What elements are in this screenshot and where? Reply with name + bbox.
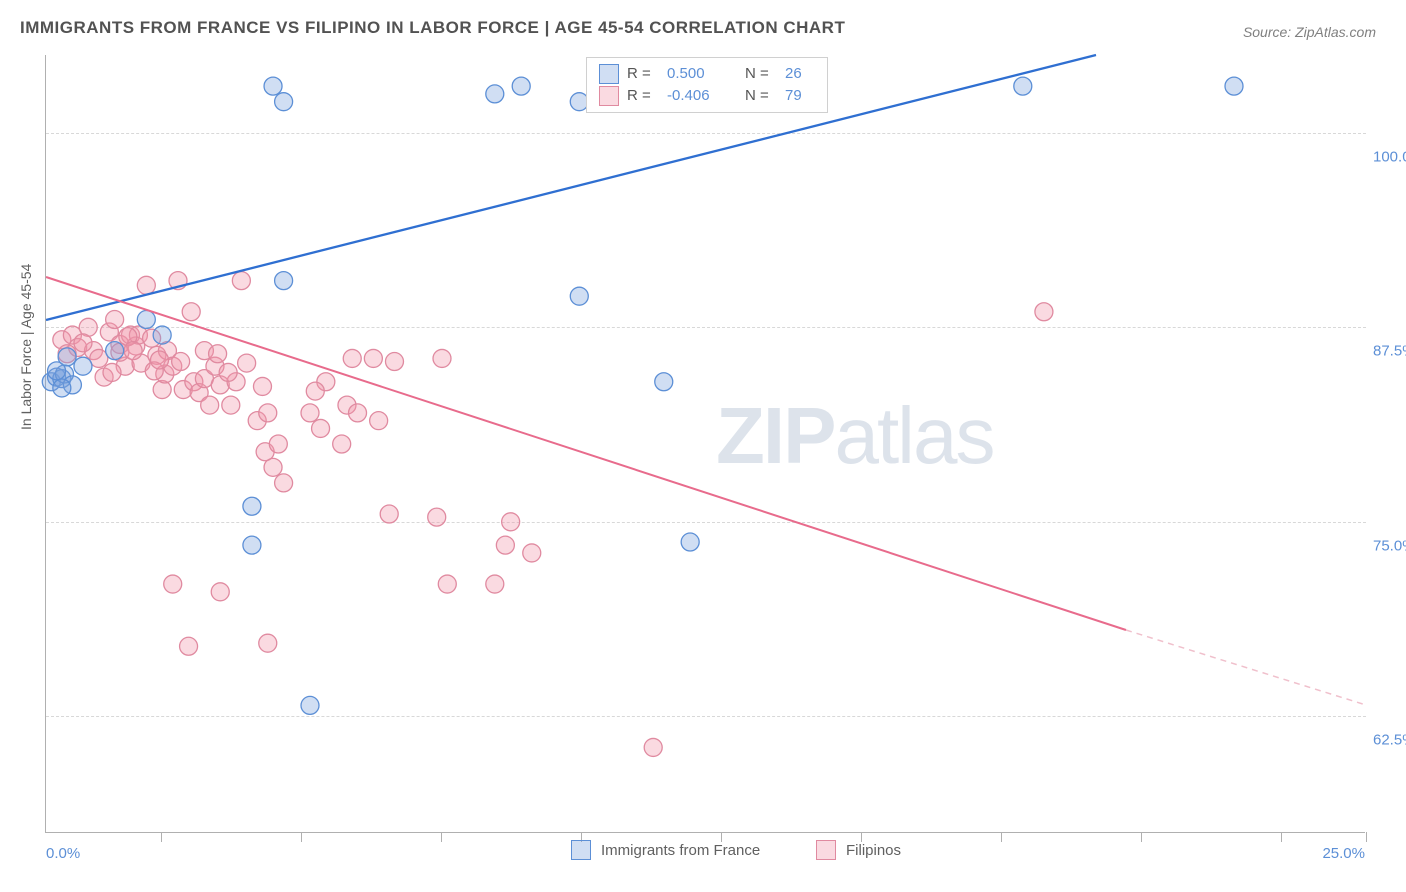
y-tick-label: 100.0% <box>1373 148 1406 165</box>
x-axis-max-label: 25.0% <box>1322 845 1365 862</box>
correlation-legend: R =0.500 N =26 R =-0.406 N =79 <box>586 57 828 113</box>
trend-line <box>1126 630 1366 705</box>
plot-area: 100.0%87.5%75.0%62.5% ZIPatlas R =0.500 … <box>45 55 1365 833</box>
swatch-icon <box>599 64 619 84</box>
y-axis-label: In Labor Force | Age 45-54 <box>18 264 34 430</box>
x-tick <box>441 832 442 842</box>
legend-row-filipino: R =-0.406 N =79 <box>599 85 815 107</box>
chart-area: 100.0%87.5%75.0%62.5% ZIPatlas R =0.500 … <box>45 55 1365 833</box>
bottom-legend-france: Immigrants from France <box>571 840 760 860</box>
y-tick-label: 87.5% <box>1373 343 1406 360</box>
watermark: ZIPatlas <box>716 390 993 482</box>
y-tick-label: 75.0% <box>1373 537 1406 554</box>
legend-row-france: R =0.500 N =26 <box>599 63 815 85</box>
x-tick <box>301 832 302 842</box>
swatch-icon <box>599 86 619 106</box>
x-tick <box>1281 832 1282 842</box>
source-label: Source: ZipAtlas.com <box>1243 24 1376 40</box>
trend-lines <box>46 55 1366 833</box>
swatch-icon <box>816 840 836 860</box>
x-tick <box>1001 832 1002 842</box>
x-axis-min-label: 0.0% <box>46 845 80 862</box>
bottom-legend-filipino: Filipinos <box>816 840 901 860</box>
y-tick-label: 62.5% <box>1373 732 1406 749</box>
chart-title: IMMIGRANTS FROM FRANCE VS FILIPINO IN LA… <box>20 18 845 38</box>
swatch-icon <box>571 840 591 860</box>
x-tick <box>1366 832 1367 842</box>
x-tick <box>161 832 162 842</box>
trend-line <box>46 55 1096 320</box>
x-tick <box>1141 832 1142 842</box>
